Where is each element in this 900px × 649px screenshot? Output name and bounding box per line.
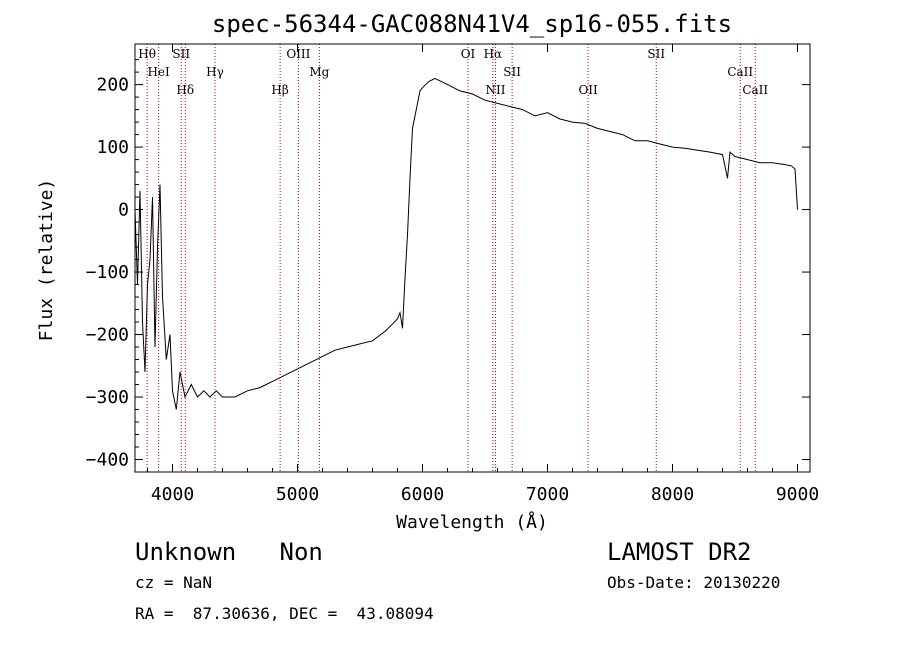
spectral-line-label: SII	[172, 47, 190, 61]
y-tick-label: 200	[96, 75, 129, 96]
spectral-line-label: Hδ	[176, 83, 194, 97]
x-tick-label: 8000	[651, 484, 694, 505]
x-tick-label: 7000	[526, 484, 569, 505]
plot-frame	[134, 43, 811, 473]
obs-date: Obs-Date: 20130220	[607, 573, 781, 592]
spectral-line-label: SII	[647, 47, 665, 61]
y-tick-label: 0	[118, 200, 129, 221]
spectral-line-label: OI	[461, 47, 476, 61]
spectral-line-label: CaII	[742, 83, 768, 97]
y-tick-label: −400	[86, 450, 129, 471]
coordinates: RA = 87.30636, DEC = 43.08094	[135, 604, 434, 623]
series-line-flux	[134, 77, 798, 410]
spectral-line-label: HeI	[147, 65, 170, 79]
object-class: Unknown Non	[135, 538, 323, 566]
y-tick-label: 100	[96, 137, 129, 158]
series-group	[134, 77, 798, 410]
x-tick-label: 9000	[776, 484, 819, 505]
y-tick-label: −300	[86, 387, 129, 408]
spectral-line-label: Hθ	[138, 47, 156, 61]
spectral-line-label: Hβ	[271, 83, 288, 97]
spectral-line-label: OII	[578, 83, 598, 97]
axes: 4000 5000 6000 7000 8000 9000 −400 −300 −200 −100…	[86, 44, 819, 505]
y-tick-label: −200	[86, 325, 129, 346]
spectral-line-label: Hγ	[206, 65, 224, 79]
x-axis-label: Wavelength (Å)	[396, 511, 548, 533]
spectral-line-label: OIII	[286, 47, 310, 61]
survey-name: LAMOST DR2	[607, 538, 752, 566]
x-tick-label: 5000	[276, 484, 319, 505]
spectral-line-label: CaII	[727, 65, 753, 79]
redshift-cz: cz = NaN	[135, 573, 213, 592]
x-tick-label: 4000	[151, 484, 194, 505]
x-tick-label: 6000	[401, 484, 444, 505]
spectral-lines: HθHeIHδSIIHγHβOIIIMgNIIHαSIIOIISIICaIICa…	[138, 44, 768, 472]
spectral-line-label: NII	[486, 83, 506, 97]
spectral-line-label: SII	[503, 65, 521, 79]
y-axis-label: Flux (relative)	[36, 179, 57, 342]
spectral-line-label: Hα	[484, 47, 503, 61]
spectral-line-label: Mg	[309, 65, 329, 79]
chart-title: spec-56344-GAC088N41V4_sp16-055.fits	[212, 10, 732, 38]
y-tick-label: −100	[86, 262, 129, 283]
